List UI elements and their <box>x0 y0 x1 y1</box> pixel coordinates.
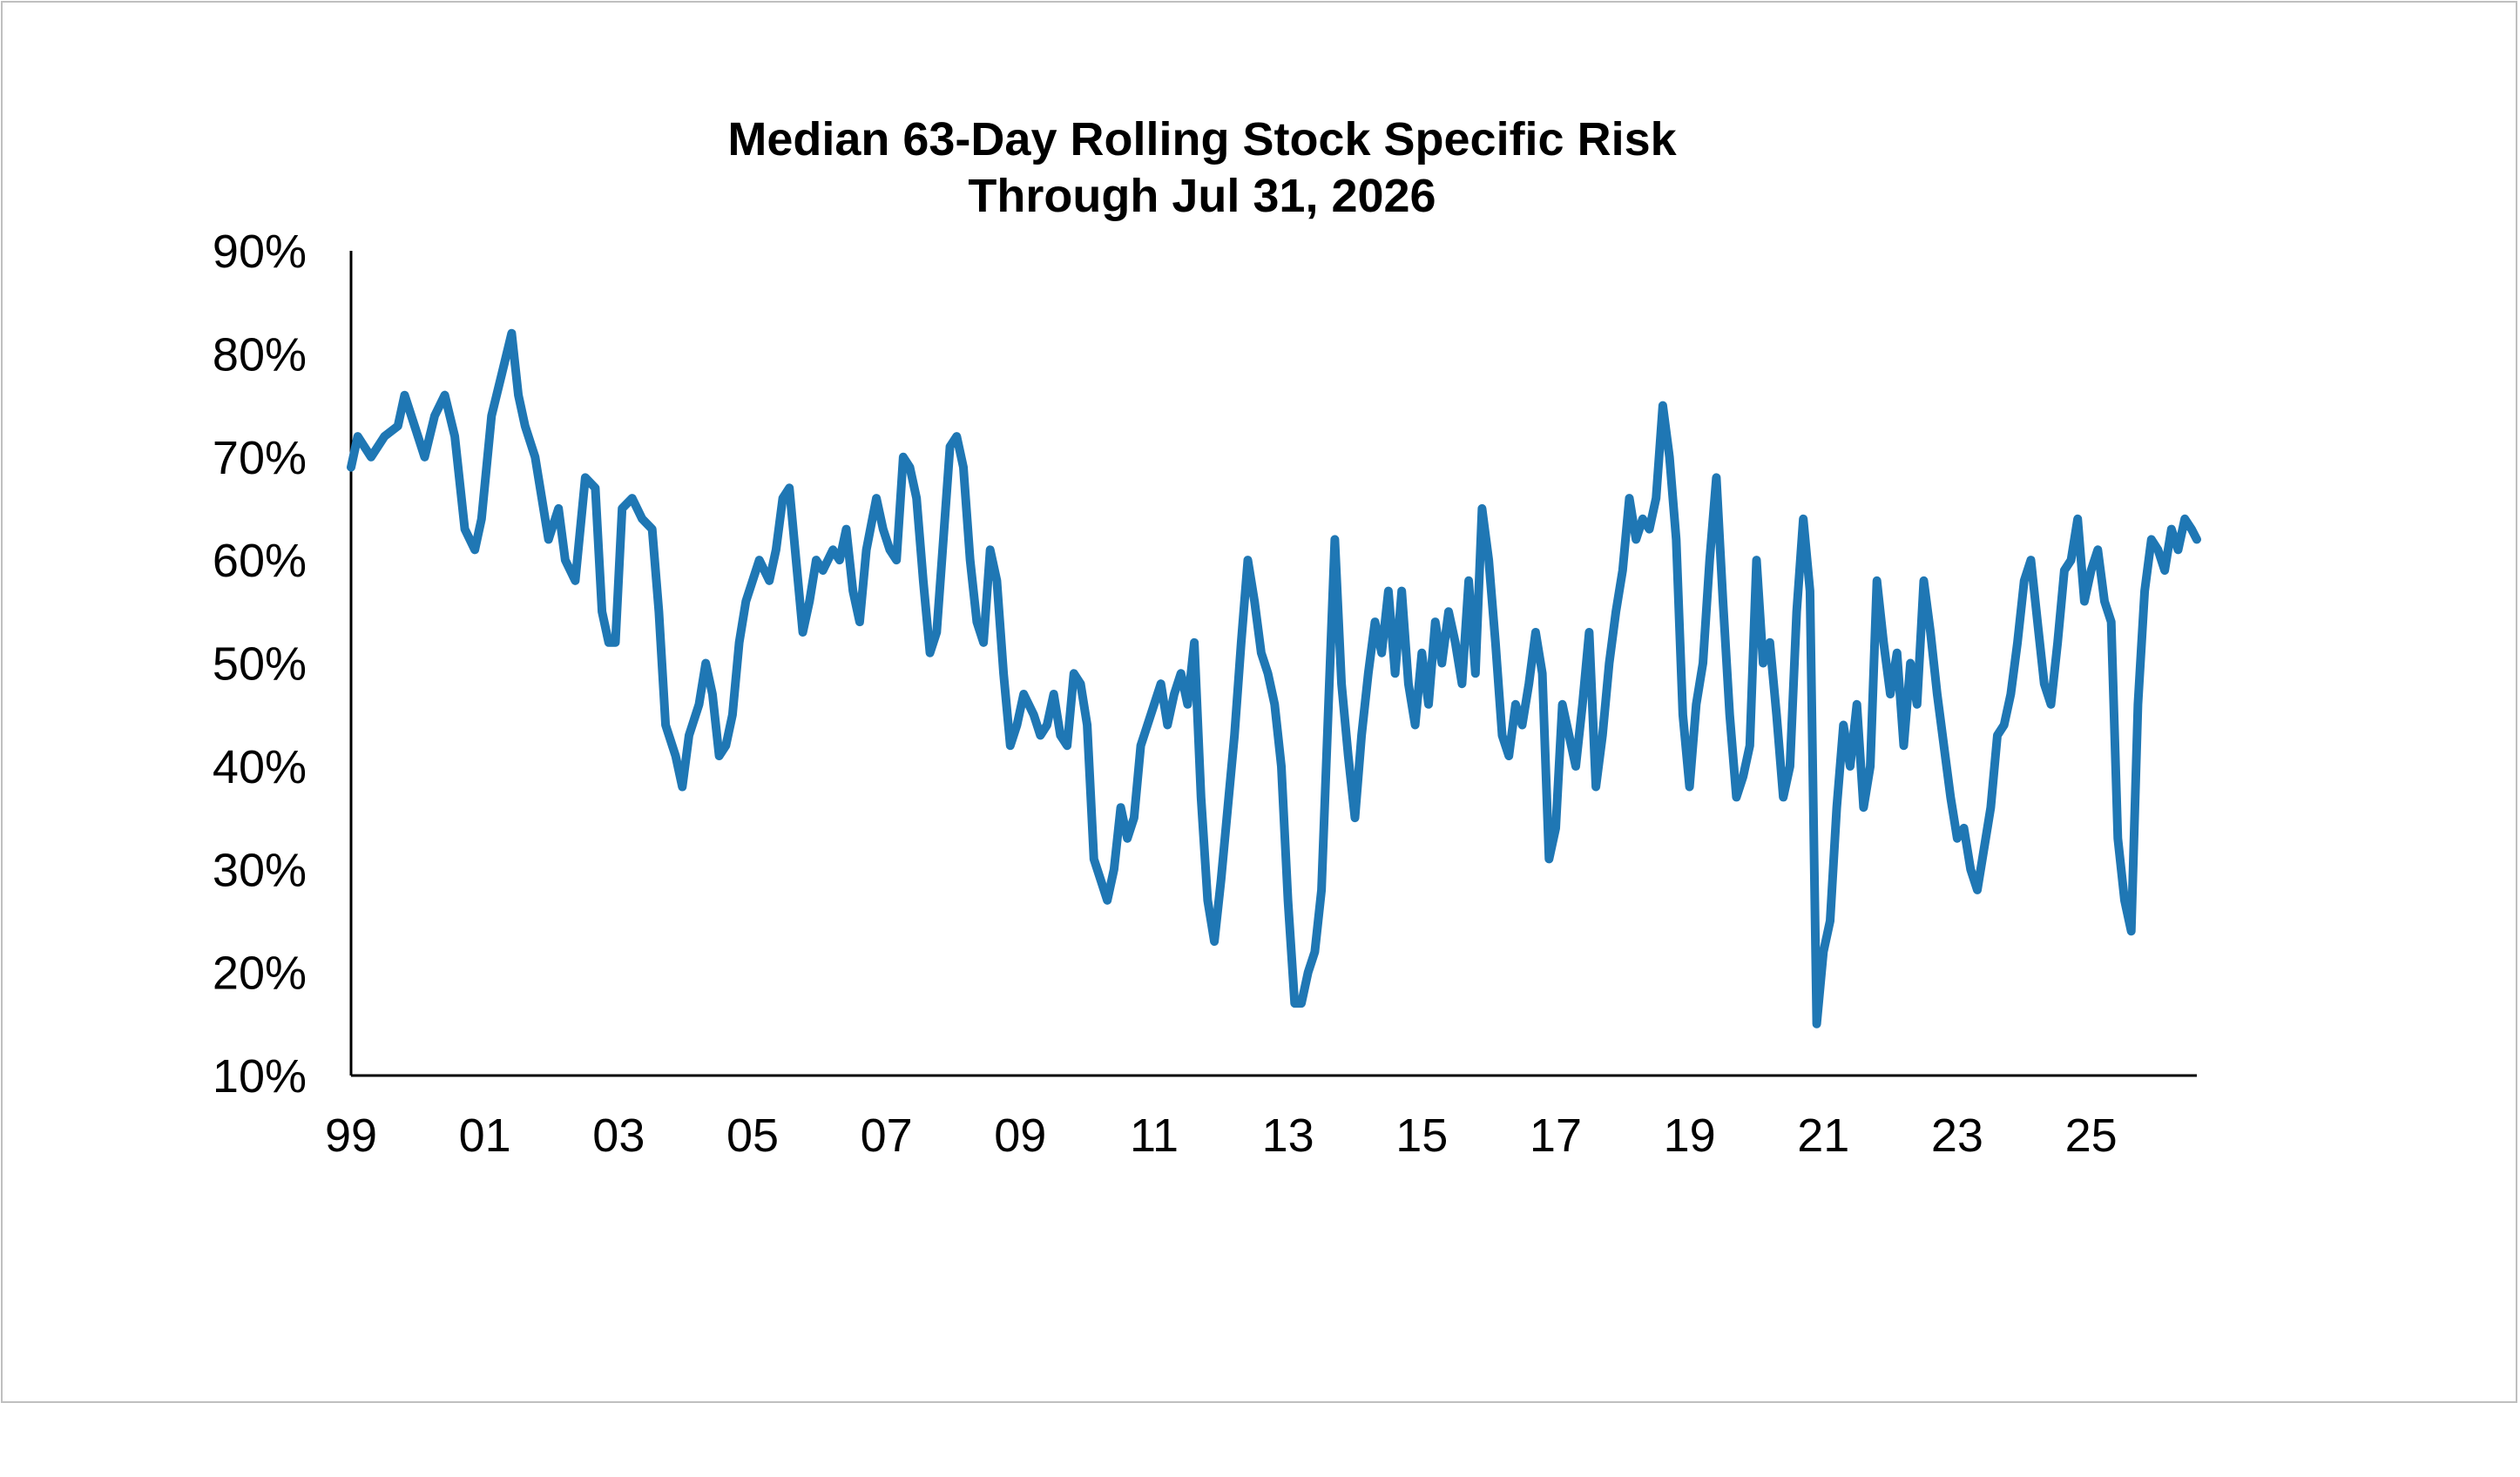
y-tick-label: 20% <box>213 948 307 1000</box>
x-tick-label: 19 <box>1664 1109 1716 1162</box>
x-tick-label: 23 <box>1931 1109 1983 1162</box>
x-tick-label: 01 <box>459 1109 511 1162</box>
chart-title: Median 63-Day Rolling Stock Specific Ris… <box>727 113 1677 165</box>
chart-subtitle: Through Jul 31, 2026 <box>968 170 1436 222</box>
x-tick-label: 17 <box>1530 1109 1582 1162</box>
chart-frame <box>1 1 2517 1403</box>
x-tick-label: 13 <box>1262 1109 1314 1162</box>
y-tick-label: 80% <box>213 328 307 381</box>
x-tick-label: 15 <box>1395 1109 1448 1162</box>
series-line-0 <box>347 328 2201 1029</box>
y-tick-label: 10% <box>213 1050 307 1103</box>
x-tick-label: 11 <box>1130 1109 1179 1162</box>
x-tick-label: 99 <box>325 1109 377 1162</box>
x-tick-label: 21 <box>1797 1109 1849 1162</box>
x-tick-label: 07 <box>861 1109 913 1162</box>
x-tick-label: 05 <box>726 1109 779 1162</box>
plot-area <box>347 328 2201 1029</box>
y-tick-label: 50% <box>213 638 307 691</box>
x-tick-label: 25 <box>2065 1109 2118 1162</box>
y-tick-label: 40% <box>213 741 307 793</box>
x-tick-labels: 99 01 03 05 07 09 11 13 15 17 19 21 23 25 <box>325 1109 2118 1162</box>
x-tick-label: 09 <box>994 1109 1046 1162</box>
x-tick-label: 03 <box>592 1109 645 1162</box>
y-tick-label: 90% <box>213 226 307 278</box>
y-tick-label: 30% <box>213 844 307 896</box>
y-tick-label: 60% <box>213 535 307 587</box>
y-tick-label: 70% <box>213 432 307 484</box>
y-tick-labels: 10% 20% 30% 40% 50% 60% 70% 80% 90% <box>213 226 307 1103</box>
